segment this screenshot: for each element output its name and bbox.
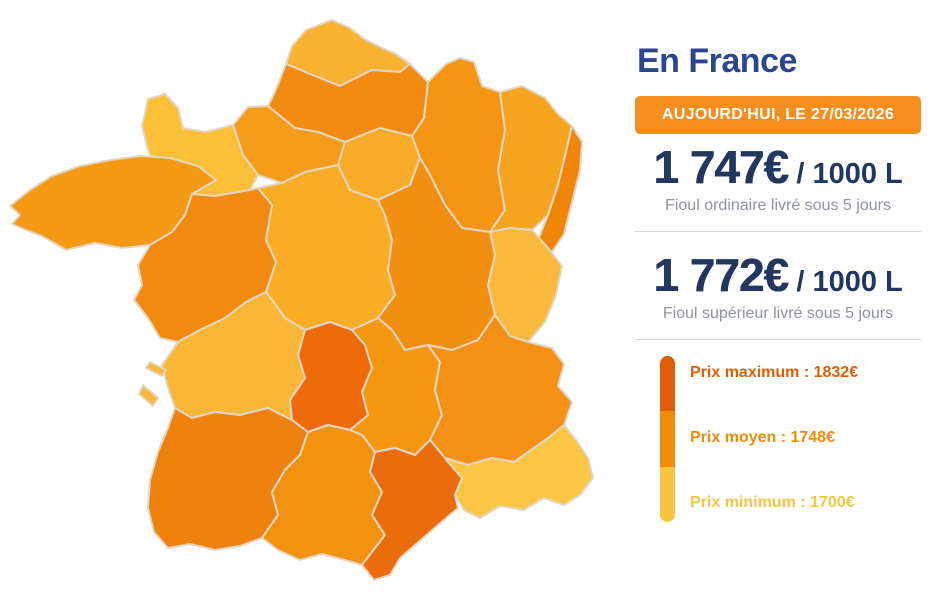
price-line: 1 772€ / 1000 L [635, 248, 921, 302]
france-map-svg [9, 19, 594, 581]
panel-title: En France [637, 42, 797, 80]
legend-gradient-bar [660, 356, 675, 522]
legend-label-min: Prix minimum : 1700€ [690, 494, 855, 511]
legend-segment-max [660, 356, 675, 412]
price-legend: Prix maximum : 1832€ Prix moyen : 1748€ … [660, 356, 921, 522]
price-ordinaire-amount: 1 747€ [653, 141, 789, 193]
region-ile-d-oleron[interactable] [138, 384, 159, 407]
price-ordinaire-description: Fioul ordinaire livré sous 5 jours [665, 197, 891, 214]
price-ordinaire-unit: / 1000 L [796, 158, 903, 190]
region-ile-de-re[interactable] [145, 361, 167, 377]
divider [635, 231, 921, 232]
price-line: 1 747€ / 1000 L [635, 140, 921, 194]
date-banner: AUJOURD'HUI, LE 27/03/2026 [635, 96, 921, 134]
region-franche-comte[interactable] [487, 227, 563, 343]
legend-segment-moyen [660, 411, 675, 467]
legend-segment-min [660, 466, 675, 522]
price-superieur-description: Fioul supérieur livré sous 5 jours [662, 305, 894, 322]
region-provence-alpes-cote-d-azur[interactable] [444, 424, 594, 519]
divider [635, 339, 921, 340]
price-superieur-amount: 1 772€ [653, 249, 789, 301]
france-map [9, 19, 594, 581]
region-languedoc-roussillon[interactable] [361, 439, 463, 581]
price-block-ordinaire: 1 747€ / 1000 L Fioul ordinaire livré so… [635, 140, 921, 215]
price-panel: En France AUJOURD'HUI, LE 27/03/2026 1 7… [635, 44, 921, 522]
price-superieur-unit: / 1000 L [796, 266, 903, 298]
price-block-superieur: 1 772€ / 1000 L Fioul supérieur livré so… [635, 248, 921, 323]
legend-labels: Prix maximum : 1832€ Prix moyen : 1748€ … [690, 356, 858, 522]
legend-label-max: Prix maximum : 1832€ [690, 364, 859, 381]
legend-label-moyen: Prix moyen : 1748€ [690, 429, 835, 446]
